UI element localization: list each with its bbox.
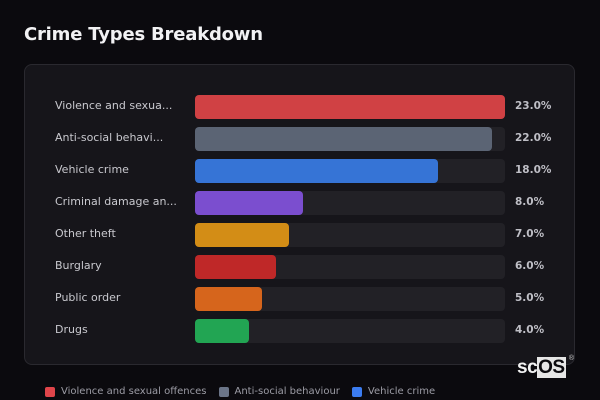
bar-label: Drugs	[55, 323, 88, 336]
bar-fill[interactable]	[195, 223, 290, 247]
bar-fill[interactable]	[195, 159, 438, 183]
bar-label: Anti-social behavi...	[55, 131, 164, 144]
bar-track	[195, 95, 505, 119]
bar-label: Criminal damage an...	[55, 195, 177, 208]
legend-item[interactable]: Violence and sexual offences	[45, 386, 207, 397]
bar-track	[195, 287, 505, 311]
bar-label: Violence and sexua...	[55, 99, 173, 112]
bar-value: 8.0%	[515, 196, 545, 208]
bar-value: 23.0%	[515, 100, 552, 112]
bar-fill[interactable]	[195, 191, 303, 215]
legend-swatch-icon	[351, 386, 362, 397]
bar-row[interactable]: Violence and sexua... 23.0%	[25, 95, 574, 119]
legend-item[interactable]: Anti-social behaviour	[218, 386, 340, 397]
registered-mark: ®	[568, 355, 574, 362]
legend-item[interactable]: Vehicle crime	[351, 386, 436, 397]
bar-label: Public order	[55, 291, 121, 304]
bar-value: 7.0%	[515, 228, 545, 240]
bar-value: 5.0%	[515, 292, 545, 304]
bar-row[interactable]: Other theft 7.0%	[25, 223, 574, 247]
legend-swatch-icon	[45, 386, 55, 397]
chart-legend: Violence and sexual offences Anti-social …	[45, 386, 435, 397]
bar-row[interactable]: Criminal damage an... 8.0%	[25, 191, 574, 215]
chart-card: Violence and sexua... 23.0% Anti-social be…	[24, 64, 575, 365]
bar-track	[195, 127, 505, 151]
bar-fill[interactable]	[195, 287, 263, 311]
legend-label: Anti-social behaviour	[234, 386, 340, 397]
bar-label: Burglary	[55, 259, 102, 272]
bar-track	[195, 191, 505, 215]
legend-swatch-icon	[218, 386, 229, 397]
bar-fill[interactable]	[195, 319, 249, 343]
bar-track	[195, 223, 505, 247]
scos-logo: scOS ®	[517, 355, 574, 379]
bar-row[interactable]: Anti-social behavi... 22.0%	[25, 127, 574, 151]
page-title: Crime Types Breakdown	[24, 24, 263, 45]
bar-row[interactable]: Vehicle crime 18.0%	[25, 159, 574, 183]
bar-row[interactable]: Drugs 4.0%	[25, 319, 574, 343]
bar-label: Vehicle crime	[55, 163, 129, 176]
bar-fill[interactable]	[195, 255, 276, 279]
bar-track	[195, 159, 505, 183]
bar-label: Other theft	[55, 227, 116, 240]
bar-fill[interactable]	[195, 127, 492, 151]
bar-fill[interactable]	[195, 95, 505, 119]
logo-os: OS	[537, 357, 566, 378]
bar-track	[195, 319, 505, 343]
bar-row[interactable]: Public order 5.0%	[25, 287, 574, 311]
bar-value: 4.0%	[515, 324, 545, 336]
legend-label: Violence and sexual offences	[61, 386, 207, 397]
bar-value: 6.0%	[515, 260, 545, 272]
bar-track	[195, 255, 505, 279]
bar-row[interactable]: Burglary 6.0%	[25, 255, 574, 279]
logo-sc: sc	[517, 357, 538, 378]
legend-label: Vehicle crime	[367, 386, 436, 397]
bar-value: 18.0%	[515, 164, 552, 176]
bar-value: 22.0%	[515, 132, 552, 144]
